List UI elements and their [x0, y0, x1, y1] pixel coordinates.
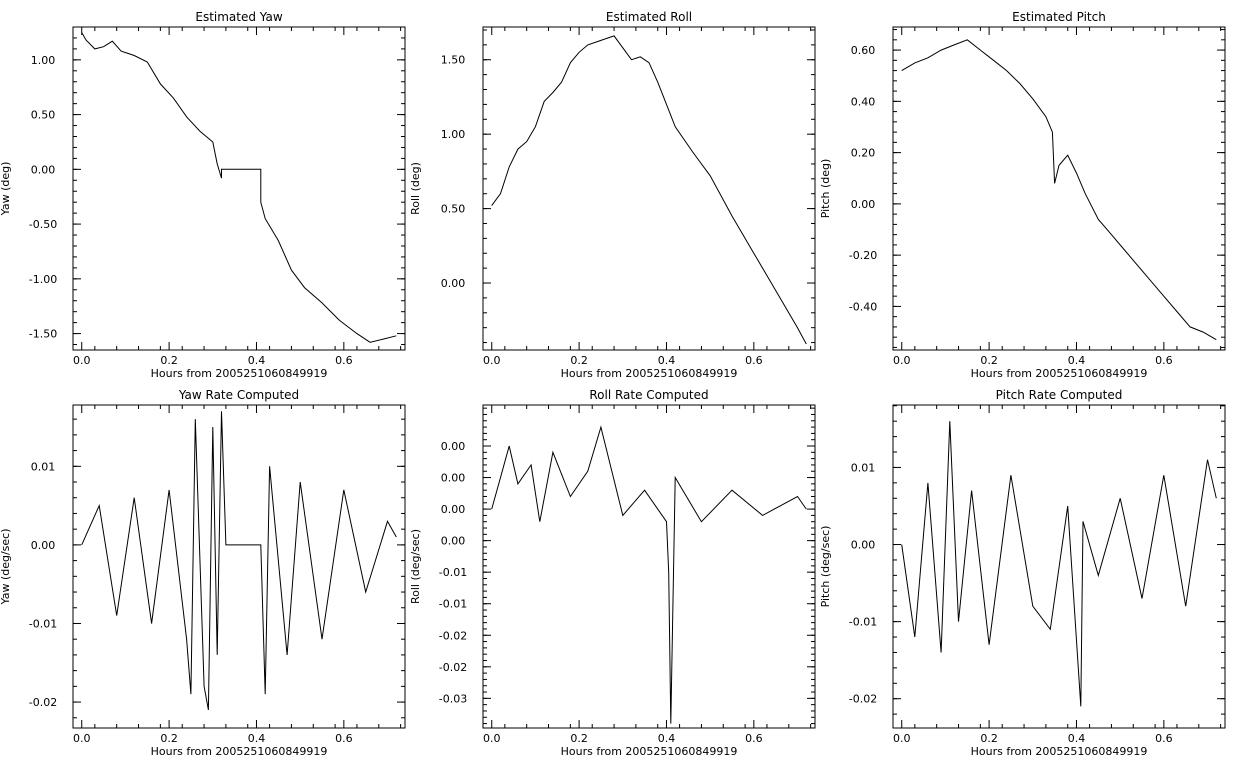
plot-frame [72, 26, 406, 351]
x-tick-label: 0.0 [73, 732, 91, 745]
panel-roll-rate: Roll Rate Computed 0.0 0.2 0.4 0.6 -0.03 -0.02… [409, 388, 816, 758]
series-line-roll-rate [491, 425, 807, 724]
y-tick-label: 1.50 [441, 54, 466, 67]
x-tick-label: 0.4 [248, 354, 266, 367]
y-tick-label: 0.00 [441, 472, 466, 485]
panel-yaw: Estimated Yaw 0.0 0.2 0.4 0.6 -1.50 -1.00 -0.50… [0, 10, 406, 380]
y-tick-label: -0.02 [29, 696, 57, 709]
y-tick-label: -0.02 [439, 661, 467, 674]
y-tick-label: -0.01 [849, 616, 877, 629]
y-tick-label: 0.50 [441, 203, 466, 216]
plot-frame [482, 404, 816, 729]
x-tick-label: 0.2 [160, 732, 178, 745]
y-tick-label: 0.00 [31, 163, 56, 176]
y-tick-label: -0.01 [439, 598, 467, 611]
y-tick-label: 0.60 [851, 44, 876, 57]
x-tick-label: 0.2 [980, 732, 998, 745]
x-axis-label: Hours from 2005251060849919 [561, 367, 738, 380]
y-tick-label: 1.00 [441, 128, 466, 141]
x-tick-label: 0.4 [1068, 732, 1086, 745]
x-tick-label: 0.4 [1068, 354, 1086, 367]
x-tick-label: 0.6 [335, 732, 353, 745]
y-tick-label: 0.00 [441, 503, 466, 516]
y-tick-label: 0.00 [851, 539, 876, 552]
y-tick-label: 0.00 [441, 440, 466, 453]
x-tick-label: 0.4 [248, 732, 266, 745]
y-tick-label: -0.02 [439, 629, 467, 642]
y-tick-label: -0.20 [849, 249, 877, 262]
y-axis-label: Yaw (deg/sec) [0, 528, 12, 605]
y-axis-label: Roll (deg) [409, 162, 422, 215]
plot-frame [892, 404, 1226, 729]
x-axis-label: Hours from 2005251060849919 [971, 745, 1148, 758]
y-tick-label: -0.01 [29, 617, 57, 630]
y-tick-label: -1.50 [29, 328, 57, 341]
plot-frame [482, 26, 816, 351]
x-tick-label: 0.6 [745, 354, 763, 367]
x-tick-label: 0.6 [745, 732, 763, 745]
chart-title: Estimated Pitch [1012, 10, 1106, 24]
y-tick-label: -0.01 [439, 566, 467, 579]
series-line-pitch [901, 39, 1217, 341]
x-tick-label: 0.2 [570, 732, 588, 745]
plot-frame [72, 404, 406, 729]
y-tick-label: -0.02 [849, 693, 877, 706]
y-tick-label: 0.40 [851, 95, 876, 108]
x-tick-label: 0.0 [893, 354, 911, 367]
y-tick-label: -0.50 [29, 218, 57, 231]
panel-roll: Estimated Roll 0.0 0.2 0.4 0.6 0.00 0.50 1.00 1.… [409, 10, 816, 380]
x-axis-label: Hours from 2005251060849919 [151, 745, 328, 758]
y-tick-label: 0.50 [31, 109, 56, 122]
panel-pitch: Estimated Pitch 0.0 0.2 0.4 0.6 -0.40 -0.20 0.0… [819, 10, 1226, 380]
y-axis-label: Yaw (deg) [0, 162, 12, 217]
x-tick-label: 0.0 [483, 732, 501, 745]
x-tick-label: 0.0 [893, 732, 911, 745]
x-tick-label: 0.2 [980, 354, 998, 367]
series-line-yaw [81, 32, 397, 343]
plot-frame [892, 26, 1226, 351]
x-tick-label: 0.6 [1155, 354, 1173, 367]
y-tick-label: 0.00 [851, 198, 876, 211]
x-tick-label: 0.2 [160, 354, 178, 367]
y-tick-label: 0.00 [441, 535, 466, 548]
x-tick-label: 0.0 [73, 354, 91, 367]
y-tick-label: -1.00 [29, 273, 57, 286]
chart-title: Estimated Yaw [195, 10, 282, 24]
y-axis-label: Pitch (deg) [819, 159, 832, 219]
x-axis-label: Hours from 2005251060849919 [561, 745, 738, 758]
series-line-pitch-rate [901, 421, 1217, 707]
y-tick-label: 0.00 [31, 539, 56, 552]
y-axis-label: Roll (deg/sec) [409, 529, 422, 604]
y-tick-label: 0.01 [31, 460, 56, 473]
x-tick-label: 0.6 [335, 354, 353, 367]
y-tick-label: 0.20 [851, 147, 876, 160]
x-tick-label: 0.6 [1155, 732, 1173, 745]
chart-title: Yaw Rate Computed [178, 388, 299, 402]
y-tick-label: -0.40 [849, 300, 877, 313]
series-line-roll [491, 35, 807, 345]
y-axis-label: Pitch (deg/sec) [819, 526, 832, 608]
chart-title: Roll Rate Computed [589, 388, 708, 402]
panel-pitch-rate: Pitch Rate Computed 0.0 0.2 0.4 0.6 -0.02 -0.0… [819, 388, 1226, 758]
series-line-yaw-rate [81, 411, 397, 710]
y-tick-label: -0.03 [439, 692, 467, 705]
x-axis-label: Hours from 2005251060849919 [151, 367, 328, 380]
x-tick-label: 0.4 [658, 732, 676, 745]
x-axis-label: Hours from 2005251060849919 [971, 367, 1148, 380]
chart-title: Pitch Rate Computed [996, 388, 1123, 402]
chart-title: Estimated Roll [606, 10, 692, 24]
y-tick-label: 1.00 [31, 54, 56, 67]
panel-yaw-rate: Yaw Rate Computed 0.0 0.2 0.4 0.6 -0.02 -0.01 0… [0, 388, 406, 758]
x-tick-label: 0.2 [570, 354, 588, 367]
x-tick-label: 0.0 [483, 354, 501, 367]
y-tick-label: 0.01 [851, 461, 876, 474]
y-tick-label: 0.00 [441, 277, 466, 290]
x-tick-label: 0.4 [658, 354, 676, 367]
